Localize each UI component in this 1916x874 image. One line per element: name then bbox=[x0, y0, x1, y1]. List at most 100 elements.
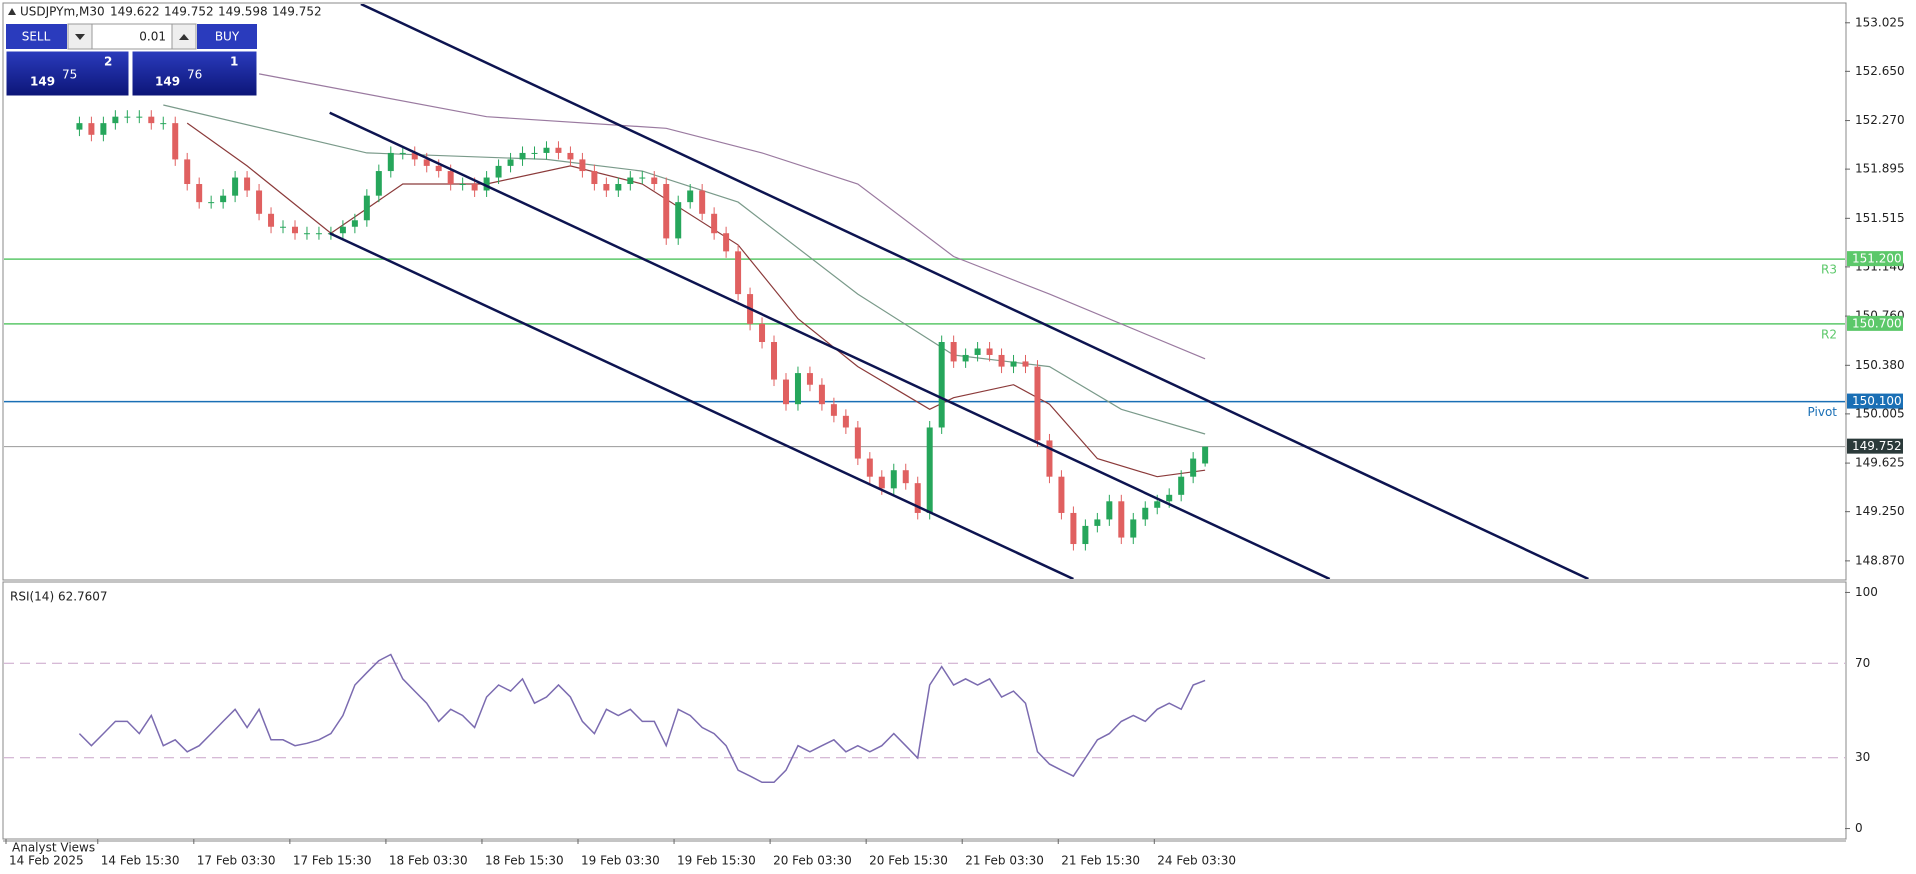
y-tick-label: 152.270 bbox=[1855, 113, 1905, 127]
candle-body bbox=[663, 184, 670, 239]
candle-body bbox=[339, 226, 346, 234]
y-tick-label: 149.625 bbox=[1855, 456, 1905, 470]
candle-body bbox=[435, 165, 442, 172]
buy-price-big: 149 bbox=[155, 75, 180, 89]
candle-body bbox=[244, 177, 251, 191]
y-tick-label: 151.515 bbox=[1855, 211, 1905, 225]
moving-average bbox=[163, 104, 1206, 435]
sell-price-box[interactable] bbox=[5, 50, 130, 97]
candle-body bbox=[519, 152, 526, 160]
rsi-tick-label: 30 bbox=[1855, 750, 1870, 764]
candle-body bbox=[1010, 361, 1017, 367]
level-label-bg bbox=[1847, 251, 1903, 267]
candle-body bbox=[531, 152, 538, 154]
candle-body bbox=[651, 177, 658, 185]
candle-body bbox=[1190, 458, 1197, 477]
candle-body bbox=[603, 184, 610, 191]
candle-body bbox=[220, 195, 227, 203]
candle-body bbox=[375, 171, 382, 196]
x-tick-label: 19 Feb 15:30 bbox=[677, 854, 756, 868]
level-label-bg bbox=[1847, 393, 1903, 409]
candle-body bbox=[854, 427, 861, 459]
candle-body bbox=[507, 159, 514, 166]
current-price-label: 149.752 bbox=[1852, 439, 1902, 453]
footer-tab[interactable]: Analyst Views bbox=[12, 841, 95, 855]
down-arrow bbox=[75, 34, 85, 40]
buy-button[interactable] bbox=[197, 24, 257, 49]
candle-body bbox=[100, 123, 107, 135]
candle-body bbox=[555, 147, 562, 153]
candle-body bbox=[1118, 501, 1125, 538]
sell-price-main: 75 bbox=[62, 68, 77, 82]
symbol: USDJPYm,M30 bbox=[20, 5, 105, 19]
buy-price-box[interactable] bbox=[131, 50, 258, 97]
header-low: 149.598 bbox=[218, 5, 268, 19]
candle-body bbox=[974, 348, 981, 355]
candle-body bbox=[579, 159, 586, 172]
channel-line bbox=[360, 4, 1589, 579]
collapse-icon[interactable] bbox=[8, 8, 16, 15]
candle-body bbox=[926, 427, 933, 513]
candle-body bbox=[782, 379, 789, 405]
candle-body bbox=[771, 342, 778, 380]
candle-body bbox=[88, 123, 95, 135]
current-price-bg bbox=[1847, 438, 1903, 454]
candle-body bbox=[806, 373, 813, 385]
up-arrow bbox=[179, 34, 189, 40]
y-tick-label: 150.380 bbox=[1855, 358, 1905, 372]
x-tick-label: 20 Feb 15:30 bbox=[869, 854, 948, 868]
candle-body bbox=[172, 123, 179, 160]
candle-body bbox=[675, 202, 682, 239]
buy-price-sup: 1 bbox=[230, 55, 238, 69]
candle-body bbox=[1142, 507, 1149, 520]
candle-body bbox=[411, 152, 418, 160]
candle-body bbox=[124, 116, 131, 118]
lot-input[interactable] bbox=[91, 23, 173, 50]
buy-price-main: 76 bbox=[187, 68, 202, 82]
trade-panel: SELL 0.01 BUY 149 75 2 149 76 1 bbox=[5, 23, 258, 97]
rsi-tick-label: 100 bbox=[1855, 585, 1878, 599]
header-open: 149.622 bbox=[110, 5, 160, 19]
level-label: 151.200 bbox=[1852, 252, 1902, 266]
candle-body bbox=[196, 184, 203, 203]
header-close: 149.752 bbox=[272, 5, 322, 19]
rsi-title: RSI(14) 62.7607 bbox=[10, 590, 108, 604]
sell-button[interactable] bbox=[6, 24, 67, 49]
y-tick-label: 152.650 bbox=[1855, 64, 1905, 78]
candle-body bbox=[136, 116, 143, 118]
candle-body bbox=[399, 152, 406, 154]
candle-body bbox=[615, 184, 622, 191]
x-tick-label: 20 Feb 03:30 bbox=[773, 854, 852, 868]
candle-body bbox=[447, 171, 454, 185]
candle-body bbox=[148, 116, 155, 124]
moving-average bbox=[258, 73, 1206, 360]
y-tick-label: 149.250 bbox=[1855, 504, 1905, 518]
candle-body bbox=[711, 213, 718, 234]
candle-body bbox=[914, 483, 921, 513]
level-name: R3 bbox=[1821, 263, 1837, 277]
candle-body bbox=[723, 233, 730, 252]
candle-body bbox=[1094, 519, 1101, 526]
candle-body bbox=[1046, 440, 1053, 477]
candle-body bbox=[184, 159, 191, 185]
candle-body bbox=[759, 323, 766, 343]
level-label: 150.100 bbox=[1852, 394, 1902, 408]
candle-body bbox=[232, 177, 239, 196]
rsi-frame bbox=[2, 581, 1847, 840]
candle-body bbox=[591, 171, 598, 185]
header-high: 149.752 bbox=[164, 5, 214, 19]
rsi-line bbox=[78, 653, 1206, 784]
x-tick-label: 17 Feb 03:30 bbox=[197, 854, 276, 868]
candle-body bbox=[363, 195, 370, 221]
rsi-tick-label: 70 bbox=[1855, 656, 1870, 670]
candle-body bbox=[315, 233, 322, 235]
buy-label: BUY bbox=[215, 30, 240, 44]
x-tick-label: 19 Feb 03:30 bbox=[581, 854, 660, 868]
candle-body bbox=[387, 152, 394, 172]
candle-body bbox=[890, 470, 897, 489]
candle-body bbox=[998, 354, 1005, 367]
candle-body bbox=[818, 384, 825, 405]
candle-body bbox=[1082, 525, 1089, 545]
candle-body bbox=[208, 202, 215, 204]
